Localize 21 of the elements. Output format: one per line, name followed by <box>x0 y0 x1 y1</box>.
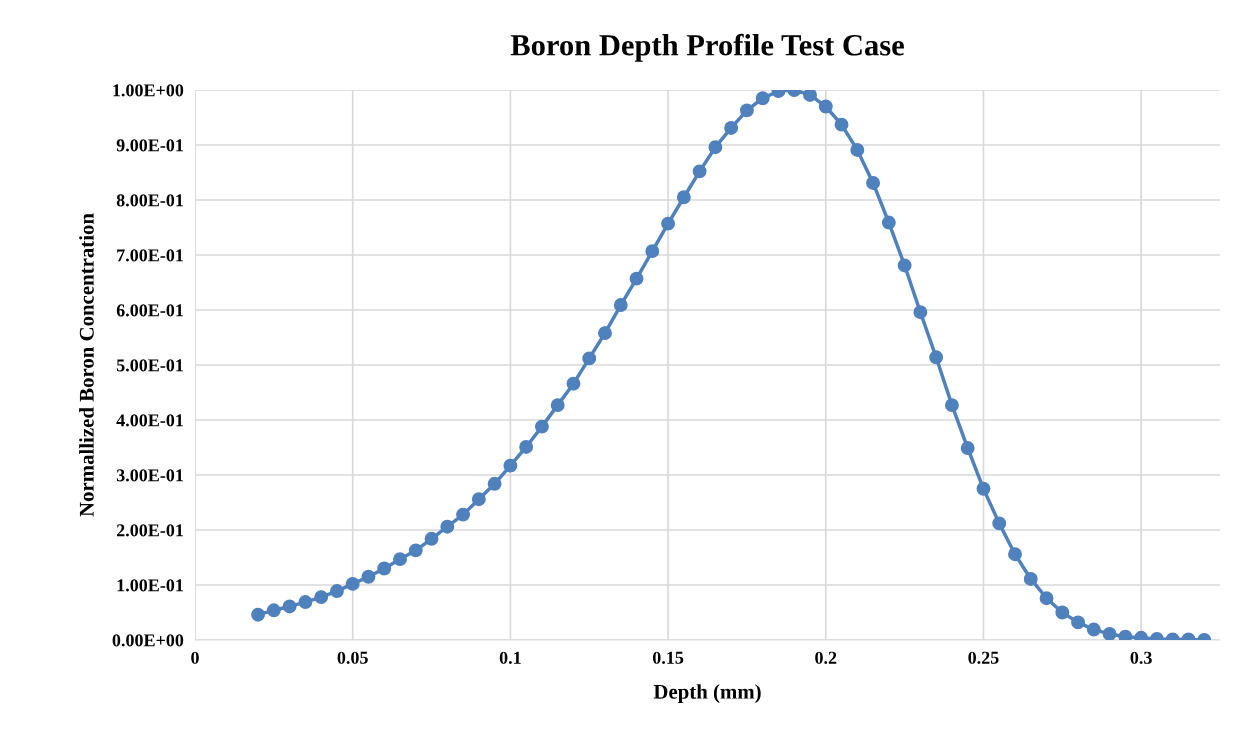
x-tick-label: 0.05 <box>337 651 368 664</box>
y-tick-label: 5.00E-01 <box>116 359 183 372</box>
y-tick-label: 1.00E-01 <box>117 579 183 592</box>
x-tick-label: 0.25 <box>968 651 999 664</box>
y-tick-label: 6.00E-01 <box>116 304 183 317</box>
y-tick-label: 1.00E+00 <box>113 84 184 97</box>
y-tick-label: 7.00E-01 <box>117 249 183 262</box>
y-tick-label: 4.00E-01 <box>116 414 183 427</box>
x-tick-label: 0 <box>191 651 199 664</box>
y-tick-label: 2.00E-01 <box>116 524 183 537</box>
x-tick-label: 0.3 <box>1130 651 1152 664</box>
x-tick-label: 0.2 <box>815 651 837 664</box>
y-tick-label: 9.00E-01 <box>116 139 183 152</box>
chart-title: Boron Depth Profile Test Case <box>510 33 904 62</box>
y-tick-label: 0.00E+00 <box>112 634 184 647</box>
y-axis-title: Normallized Boron Concentration <box>79 213 94 517</box>
x-axis-title: Depth (mm) <box>653 684 761 704</box>
x-tick-label: 0.1 <box>499 651 521 664</box>
y-tick-label: 3.00E-01 <box>116 469 183 482</box>
y-tick-label: 8.00E-01 <box>116 194 183 207</box>
x-tick-label: 0.15 <box>652 651 684 664</box>
